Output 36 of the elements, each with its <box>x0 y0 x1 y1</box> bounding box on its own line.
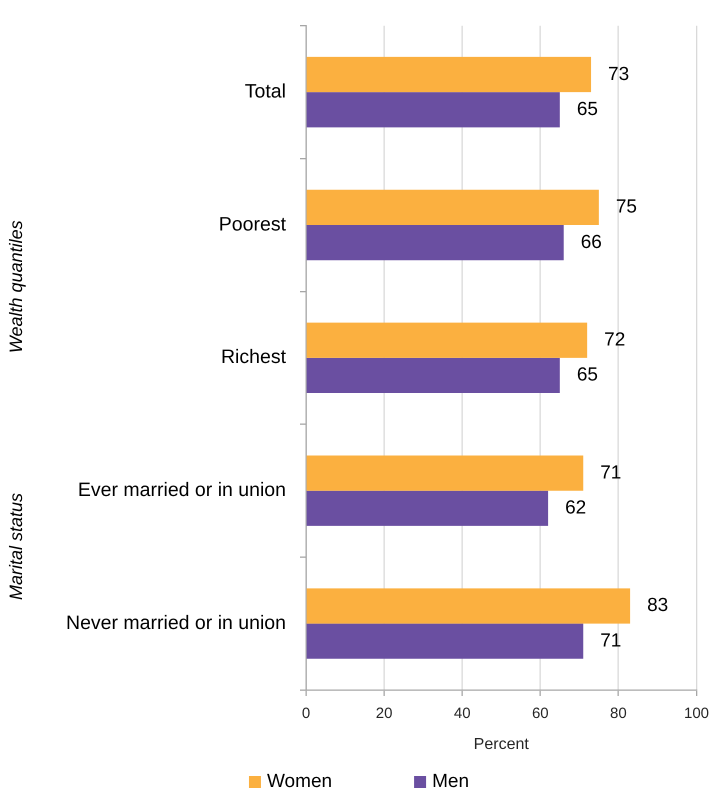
x-axis-title: Percent <box>474 736 530 753</box>
data-label: 75 <box>616 196 638 218</box>
data-label: 73 <box>608 64 630 85</box>
bar <box>306 490 548 526</box>
bar <box>306 190 599 225</box>
x-tick-label: 0 <box>302 705 310 722</box>
data-label: 72 <box>604 329 626 350</box>
x-tick-label: 100 <box>684 705 709 722</box>
bar <box>306 56 592 92</box>
text: Wealth quantiles <box>6 220 26 354</box>
data-label: 83 <box>647 595 668 616</box>
x-tick-label: 40 <box>454 705 471 722</box>
bar <box>306 224 564 260</box>
data-label: 66 <box>580 232 602 253</box>
data-label: 71 <box>600 462 622 484</box>
data-label: 62 <box>565 498 586 519</box>
legend-label: Women <box>266 771 332 790</box>
y-tick-label: Richest <box>220 346 287 368</box>
data-label: 71 <box>600 630 622 652</box>
x-tick-label: 80 <box>610 705 627 722</box>
bar <box>306 358 560 394</box>
text: Marital status <box>6 492 26 600</box>
y-tick-label: Ever married or in union <box>78 479 286 502</box>
y-tick-label: Total <box>244 80 286 103</box>
bar <box>306 92 560 128</box>
bar <box>306 322 588 358</box>
data-label: 65 <box>576 364 598 386</box>
x-tick-label: 20 <box>376 705 392 722</box>
x-tick-label: 60 <box>532 705 549 722</box>
bar <box>306 588 630 624</box>
y-tick-label: Never married or in union <box>66 612 286 634</box>
bar <box>306 624 584 659</box>
legend-label: Men <box>432 771 470 790</box>
data-label: 65 <box>576 98 598 120</box>
bar <box>306 456 584 491</box>
y-tick-label: Poorest <box>218 213 287 236</box>
